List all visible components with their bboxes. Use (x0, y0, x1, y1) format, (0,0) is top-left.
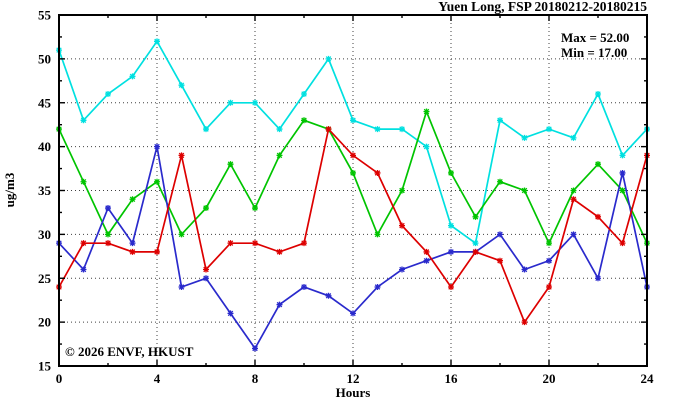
axis-tick-labels: 15 20 25 30 35 40 45 50 55 0 4 8 12 16 20 24 (38, 8, 654, 387)
data-series (56, 38, 650, 352)
x-tick-label: 0 (56, 371, 63, 386)
min-value-label: Min = 17.00 (561, 45, 627, 60)
y-tick-label: 50 (38, 51, 51, 66)
y-tick-label: 35 (38, 183, 52, 198)
x-axis-label: Hours (336, 385, 371, 400)
gridlines (59, 15, 647, 366)
x-tick-label: 16 (445, 371, 459, 386)
y-tick-label: 55 (38, 8, 52, 23)
y-tick-label: 45 (38, 95, 52, 110)
y-axis-label: ug/m3 (2, 172, 17, 207)
watermark: © 2026 ENVF, HKUST (65, 344, 194, 359)
y-tick-label: 15 (38, 359, 52, 374)
x-tick-label: 12 (347, 371, 360, 386)
series-cyan (56, 38, 650, 247)
y-tick-label: 40 (38, 139, 51, 154)
series-green-markers (56, 108, 650, 247)
y-tick-label: 20 (38, 315, 51, 330)
series-cyan-markers (56, 38, 650, 247)
x-tick-label: 24 (641, 371, 655, 386)
y-tick-label: 30 (38, 227, 51, 242)
y-tick-label: 25 (38, 271, 52, 286)
x-tick-label: 4 (154, 371, 161, 386)
chart-title: Yuen Long, FSP 20180212-20180215 (438, 0, 647, 14)
series-green (56, 108, 650, 247)
x-tick-label: 8 (252, 371, 259, 386)
axis-ticks (58, 14, 648, 367)
x-tick-label: 20 (543, 371, 556, 386)
max-value-label: Max = 52.00 (561, 30, 629, 45)
